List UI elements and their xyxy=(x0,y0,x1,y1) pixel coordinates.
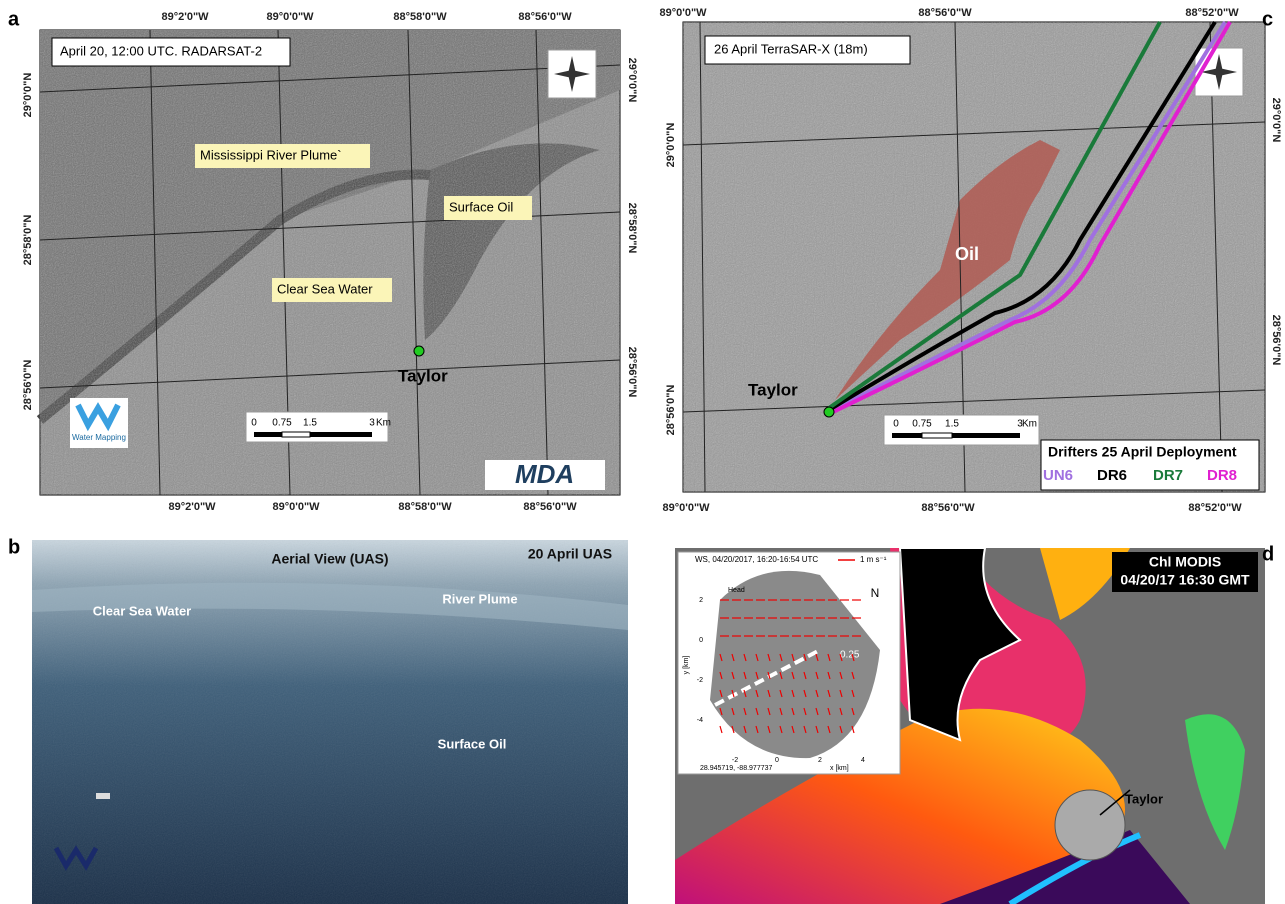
radar-footprint xyxy=(1055,790,1125,860)
inset-y-tick: 0 xyxy=(699,637,703,644)
boat xyxy=(96,793,110,799)
station-label: Taylor xyxy=(748,380,798,399)
station-marker xyxy=(824,407,834,417)
lat-tick: 28°56'0"N xyxy=(665,385,677,436)
lon-tick: 88°52'0"W xyxy=(1188,502,1242,514)
inset-x-tick: 0 xyxy=(775,757,779,764)
scale-bar xyxy=(884,415,1039,445)
point-label: Head xyxy=(728,587,745,594)
lon-tick: 89°2'0"W xyxy=(161,11,209,23)
photo-label: Clear Sea Water xyxy=(93,603,192,618)
arrow-label: 1 m s⁻¹ xyxy=(860,555,887,564)
figure: April 20, 12:00 UTC. RADARSAT-2 Taylor W… xyxy=(0,0,1285,904)
photo-title: Aerial View (UAS) xyxy=(271,551,388,567)
inset-x-tick: 4 xyxy=(861,757,865,764)
station-label: Taylor xyxy=(398,366,448,385)
lon-tick: 89°0'0"W xyxy=(272,501,320,513)
panel-letter: a xyxy=(8,8,20,30)
legend-entry: DR8 xyxy=(1207,467,1237,484)
lat-tick: 28°56'0"N xyxy=(1270,315,1282,366)
scale-label: 0.75 xyxy=(272,418,292,429)
photo-date: 20 April UAS xyxy=(528,546,612,562)
oil-label: Oil xyxy=(955,244,979,264)
panel-letter: d xyxy=(1262,543,1274,565)
panel-b xyxy=(32,540,628,904)
inset-y-tick: -4 xyxy=(697,717,703,724)
lat-tick: 29°0'0"N xyxy=(22,73,34,118)
map-label: Mississippi River Plume` xyxy=(200,147,342,162)
origin: 28.945719, -88.977737 xyxy=(700,765,773,772)
contour-label: 0.25 xyxy=(840,650,860,661)
scale-label: 0 xyxy=(251,418,257,429)
inset-x-tick: 2 xyxy=(818,757,822,764)
caption: 26 April TerraSAR-X (18m) xyxy=(714,41,868,56)
time: 04/20/17 16:30 GMT xyxy=(1120,572,1250,588)
map-label: Surface Oil xyxy=(449,199,513,214)
scale-label: 1.5 xyxy=(303,418,317,429)
station-label: Taylor xyxy=(1125,791,1163,806)
panel-letter: c xyxy=(1262,8,1273,30)
legend-entry: DR7 xyxy=(1153,467,1183,484)
panel-letter: b xyxy=(8,536,20,558)
inset-y-tick: -2 xyxy=(697,677,703,684)
lat-tick: 28°58'0"N xyxy=(22,215,34,266)
lat-tick: 29°0'0"N xyxy=(626,58,638,103)
scale-label: 0 xyxy=(893,419,899,430)
lon-tick: 89°2'0"W xyxy=(168,501,216,513)
legend-entry: DR6 xyxy=(1097,467,1127,484)
map-label: Clear Sea Water xyxy=(277,281,373,296)
scale-label: 0.75 xyxy=(912,419,932,430)
photo-label: Surface Oil xyxy=(438,736,507,751)
photo-label: River Plume xyxy=(442,591,517,606)
station-marker xyxy=(414,346,424,356)
lat-tick: 29°0'0"N xyxy=(665,123,677,168)
logo-text: Water Mapping xyxy=(72,433,126,442)
x-label: x [km] xyxy=(830,765,849,772)
panel-d: Chl MODIS 04/20/17 16:30 GMT Taylor WS, … xyxy=(675,548,1265,904)
scale-label: 1.5 xyxy=(945,419,959,430)
y-label: y [km] xyxy=(683,656,690,675)
inset-title: WS, 04/20/2017, 16:20-16:54 UTC xyxy=(695,555,818,564)
lon-tick: 89°0'0"W xyxy=(266,11,314,23)
lat-tick: 29°0'0"N xyxy=(1270,98,1282,143)
legend-entry: UN6 xyxy=(1043,467,1073,484)
lon-tick: 88°58'0"W xyxy=(393,11,447,23)
lon-tick: 88°56'0"W xyxy=(918,7,972,19)
scale-label: Km xyxy=(1022,419,1037,430)
scale-label: 3 xyxy=(369,418,375,429)
inset-y-tick: 2 xyxy=(699,597,703,604)
north: N xyxy=(871,586,880,600)
scale-label: Km xyxy=(376,418,391,429)
lat-tick: 28°56'0"N xyxy=(626,347,638,398)
lon-tick: 88°56'0"W xyxy=(523,501,577,513)
caption: April 20, 12:00 UTC. RADARSAT-2 xyxy=(60,43,262,58)
scale-bar xyxy=(246,412,388,442)
lat-tick: 28°58'0"N xyxy=(626,203,638,254)
lat-tick: 28°56'0"N xyxy=(22,360,34,411)
logo-text: MDA xyxy=(515,459,574,489)
panel-c: 26 April TerraSAR-X (18m) Taylor Oil Dri… xyxy=(683,22,1265,492)
inset-x-tick: -2 xyxy=(732,757,738,764)
lon-tick: 89°0'0"W xyxy=(662,502,710,514)
title: Chl MODIS xyxy=(1149,554,1221,570)
lon-tick: 88°56'0"W xyxy=(921,502,975,514)
panel-a: April 20, 12:00 UTC. RADARSAT-2 Taylor W… xyxy=(40,30,620,495)
lon-tick: 88°58'0"W xyxy=(398,501,452,513)
lon-tick: 89°0'0"W xyxy=(659,7,707,19)
lon-tick: 88°56'0"W xyxy=(518,11,572,23)
lon-tick: 88°52'0"W xyxy=(1185,7,1239,19)
legend-title: Drifters 25 April Deployment xyxy=(1048,444,1237,460)
